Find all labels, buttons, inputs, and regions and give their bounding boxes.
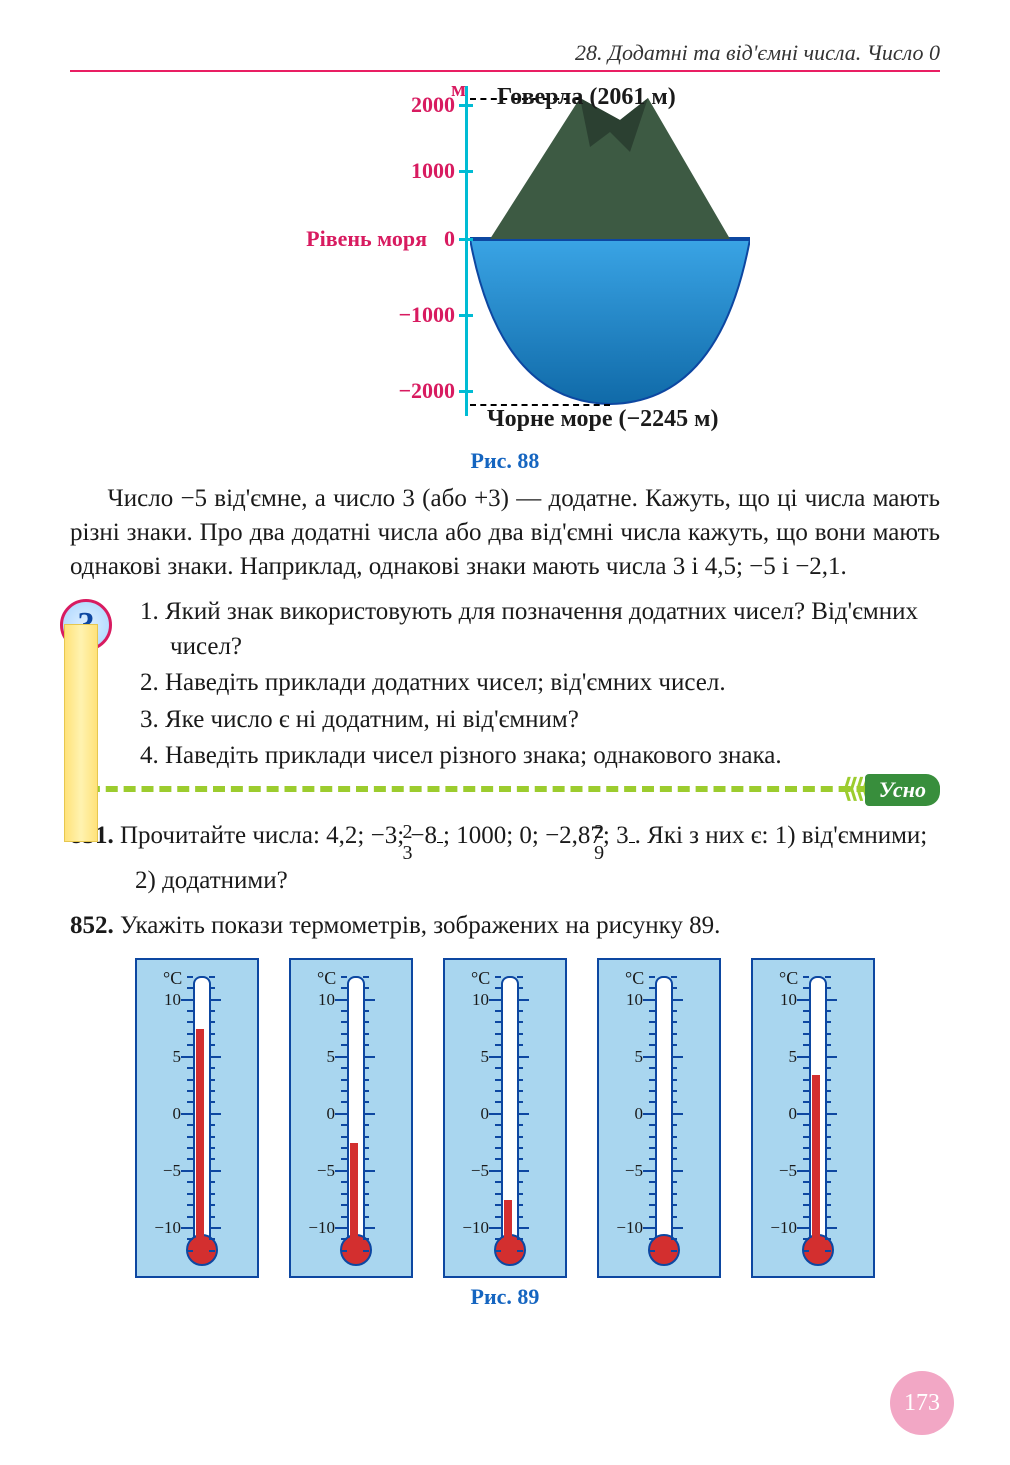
oral-label: Усно [865,774,940,806]
question-list: 1. Який знак використовують для позначен… [118,595,940,776]
thermo-unit: °C [163,968,182,989]
tick-label: 0 [433,226,455,252]
exercise-851: 851. Прочитайте числа: 4,2; −3; −823; 10… [70,818,940,899]
intro-paragraph: Число −5 від'ємне, а число 3 (або +3) — … [70,482,940,583]
question-item: 3. Яке число є ні додатним, ні від'ємним… [140,703,940,738]
y-axis [465,86,468,416]
exercise-number: 852. [70,912,114,939]
thermometer: °C1050−5−10 [597,958,721,1278]
tick [459,238,473,241]
page-number: 173 [890,1371,954,1435]
elevation-diagram: м Говерла (2061 м) Чорне море (−2245 м) [245,82,765,442]
mountain-sea-shape [470,92,750,412]
exercise-852: 852. Укажіть покази термометрів, зображе… [70,908,940,944]
tick-label: −1000 [375,302,455,328]
question-item: 1. Який знак використовують для позначен… [140,595,940,664]
sidebar-strip [64,624,98,842]
tick-label: −2000 [375,378,455,404]
thermo-unit: °C [625,968,644,989]
thermo-unit: °C [471,968,490,989]
exercise-lead: Прочитайте числа: [120,822,326,849]
figure-caption: Рис. 88 [70,448,940,474]
thermometer: °C1050−5−10 [443,958,567,1278]
tick [459,170,473,173]
tick [459,104,473,107]
peak-label: Говерла (2061 м) [497,84,676,111]
oral-tag: ⟨⟨⟨⟨ Усно [70,774,940,806]
chevron-left-icon: ⟨⟨⟨⟨ [842,774,867,806]
question-item: 2. Наведіть приклади додатних чисел; від… [140,666,940,701]
chapter-title: 28. Додатні та від'ємні числа. Число 0 [70,40,940,66]
thermometer: °C1050−5−10 [135,958,259,1278]
thermometer: °C1050−5−10 [751,958,875,1278]
thermo-unit: °C [317,968,336,989]
tick [459,314,473,317]
sea-level-label: Рівень моря [257,226,427,252]
sea-floor-label: Чорне море (−2245 м) [487,406,718,433]
question-item: 4. Наведіть приклади чисел різного знака… [140,739,940,774]
tick [459,390,473,393]
thermometer: °C1050−5−10 [289,958,413,1278]
divider [70,70,940,72]
tick-label: 2000 [375,92,455,118]
figure-caption: Рис. 89 [70,1284,940,1310]
tick-label: 1000 [375,158,455,184]
exercise-text: Укажіть покази термометрів, зображених н… [120,912,720,939]
thermo-unit: °C [779,968,798,989]
thermometer-row: °C1050−5−10°C1050−5−10°C1050−5−10°C1050−… [70,958,940,1278]
